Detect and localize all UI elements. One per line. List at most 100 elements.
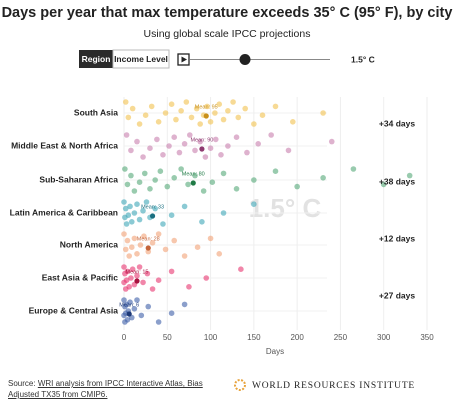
city-dot [140, 208, 146, 214]
city-dot [126, 253, 132, 259]
city-dot [145, 248, 152, 255]
city-dot [168, 268, 175, 275]
city-dot [131, 210, 138, 216]
city-dot [164, 183, 171, 190]
scenario-label: 1.5° C [351, 54, 375, 64]
city-dot [268, 132, 274, 138]
source-link[interactable]: WRI analysis from IPCC Interactive Atlas… [8, 379, 203, 399]
city-dot [218, 152, 224, 158]
city-dot [166, 143, 172, 149]
logo-text: WORLD RESOURCES INSTITUTE [252, 381, 415, 391]
slider-knob[interactable] [239, 54, 251, 65]
mean-dot [145, 245, 151, 251]
city-dot [140, 154, 146, 160]
city-dot [406, 172, 413, 179]
city-dot [141, 233, 147, 239]
city-dot [131, 188, 138, 194]
city-dot [121, 199, 127, 205]
city-dot [128, 147, 134, 154]
city-dot [173, 116, 179, 123]
mean-label: Mean: 90 [190, 137, 213, 143]
city-dot [144, 270, 151, 277]
tab-income[interactable]: Income Level [114, 54, 168, 64]
change-annotation: +27 days [379, 290, 415, 300]
city-dot [328, 138, 335, 145]
x-axis-label: Days [266, 347, 284, 356]
tab-region[interactable]: Region [82, 54, 111, 64]
city-dot [125, 212, 132, 218]
city-dot [149, 286, 156, 292]
city-dot [143, 199, 150, 205]
city-dot [141, 170, 148, 177]
city-dot [181, 253, 188, 259]
city-dot [183, 99, 190, 105]
city-dot [197, 121, 203, 127]
city-dot [186, 284, 192, 290]
city-dot [203, 275, 210, 281]
city-dot [154, 136, 160, 143]
city-dot [168, 212, 175, 218]
x-tick-label: 50 [163, 333, 172, 342]
city-dot [162, 110, 169, 116]
city-dot [122, 246, 129, 253]
tab-active[interactable] [79, 50, 113, 68]
city-dot [255, 141, 261, 147]
city-dot [134, 297, 140, 303]
mean-dot [126, 311, 132, 317]
mean-label: Mean: 80 [182, 171, 205, 177]
city-dot [128, 244, 135, 250]
chart-subtitle: Using global scale IPCC projections [144, 28, 311, 40]
city-dot [235, 114, 242, 121]
row-label: Middle East & North Africa [11, 140, 118, 150]
x-tick-label: 300 [377, 333, 391, 342]
city-dot [212, 110, 218, 116]
x-tick-label: 150 [247, 333, 261, 342]
city-dot [137, 242, 144, 248]
city-dot [127, 203, 133, 210]
city-dot [168, 101, 175, 107]
city-dot [155, 231, 162, 237]
city-dot [350, 166, 357, 172]
change-annotation: +34 days [379, 118, 415, 128]
city-dot [188, 114, 195, 121]
change-annotation: +12 days [379, 233, 415, 243]
city-dot [121, 264, 127, 270]
city-dot [140, 279, 146, 286]
city-dot [251, 121, 257, 127]
city-dot [199, 219, 205, 225]
city-dot [192, 147, 198, 154]
city-dot [121, 297, 127, 303]
city-dot [148, 103, 155, 110]
city-dot [194, 244, 201, 250]
city-dot [128, 172, 134, 179]
x-tick-label: 100 [204, 333, 218, 342]
city-dot [129, 105, 136, 112]
mean-label: Mean: 15 [126, 269, 149, 275]
city-dot [160, 152, 166, 158]
chart-title: Days per year that max temperature excee… [2, 5, 453, 21]
x-tick-label: 0 [122, 333, 127, 342]
city-dot [171, 134, 178, 140]
x-tick-label: 200 [290, 333, 304, 342]
city-dot [181, 301, 188, 308]
city-dot [186, 132, 193, 138]
city-dot [136, 179, 143, 185]
city-dot [124, 317, 131, 323]
tab-inactive[interactable] [112, 49, 170, 69]
city-dot [136, 264, 143, 270]
city-dot [294, 183, 300, 190]
city-dot [155, 319, 162, 325]
city-dot [251, 177, 257, 183]
city-dot [230, 99, 236, 105]
city-dot [216, 251, 223, 257]
mean-dot [199, 146, 205, 152]
mean-dot [149, 213, 156, 219]
row-label: East Asia & Pacific [42, 272, 118, 282]
city-dot [123, 221, 130, 227]
source-prefix: Source: [8, 379, 36, 388]
city-dot [134, 138, 140, 145]
city-dot [149, 240, 156, 246]
city-dot [162, 246, 169, 253]
mean-dot [203, 113, 209, 119]
city-dot [147, 186, 153, 192]
